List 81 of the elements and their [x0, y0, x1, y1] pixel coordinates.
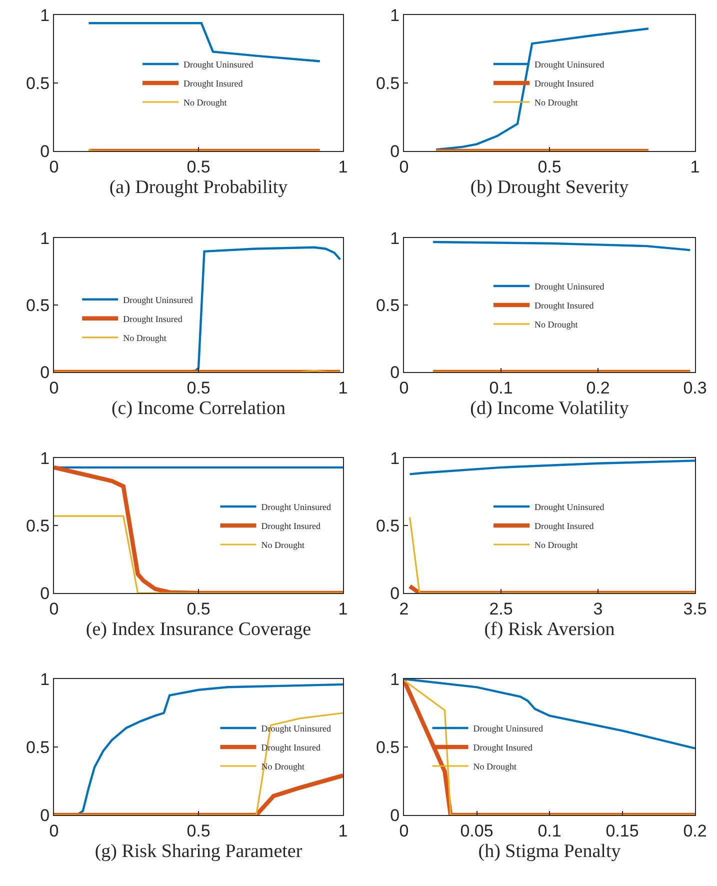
x-tick-label: 1 — [338, 157, 348, 176]
legend-label: Drought Insured — [184, 78, 244, 89]
legend-label: No Drought — [534, 98, 578, 108]
y-tick-label: 1 — [40, 448, 50, 468]
y-tick-label: 0 — [40, 142, 50, 161]
legend-label: Drought Uninsured — [261, 502, 332, 512]
y-tick-label: 0 — [390, 362, 400, 382]
y-tick-label: 0 — [40, 584, 50, 603]
x-axis-title: (g) Risk Sharing Parameter — [94, 841, 303, 862]
y-tick-label: 1 — [390, 228, 400, 248]
legend-label: Drought Insured — [534, 78, 594, 89]
x-tick-label: 1 — [338, 378, 348, 398]
y-tick-label: 0 — [40, 806, 50, 825]
x-tick-label: 0.3 — [683, 378, 707, 398]
x-tick-label: 1 — [338, 821, 348, 840]
line-series — [88, 22, 321, 62]
legend-label: Drought Uninsured — [473, 724, 544, 734]
line-series — [432, 240, 692, 252]
legend-label: No Drought — [473, 762, 518, 772]
y-tick-label: 0.5 — [26, 296, 50, 315]
x-tick-label: 2.5 — [489, 599, 513, 618]
legend-label: Drought Uninsured — [534, 502, 605, 512]
y-tick-label: 1 — [390, 670, 400, 689]
legend-label: Drought Insured — [534, 521, 594, 532]
x-axis-title: (c) Income Correlation — [111, 398, 286, 420]
y-tick-label: 0.5 — [376, 74, 400, 93]
y-tick-label: 1 — [40, 670, 50, 689]
x-tick-label: 0.1 — [489, 378, 513, 398]
x-tick-label: 2 — [399, 599, 409, 618]
x-tick-label: 1 — [338, 599, 348, 618]
x-axis-title: (e) Index Insurance Coverage — [86, 619, 312, 640]
legend-label: No Drought — [534, 320, 578, 330]
legend-label: Drought Uninsured — [534, 282, 605, 292]
y-tick-label: 0.5 — [376, 516, 400, 536]
legend-label: No Drought — [534, 540, 578, 550]
x-tick-label: 0.15 — [606, 821, 639, 840]
x-tick-label: 0.1 — [538, 821, 562, 840]
x-tick-label: 1 — [690, 157, 700, 176]
y-tick-label: 1 — [390, 448, 400, 468]
y-tick-label: 0.5 — [26, 516, 50, 536]
y-tick-label: 1 — [40, 6, 50, 25]
legend-label: No Drought — [184, 98, 228, 108]
y-tick-label: 1 — [40, 228, 50, 248]
x-tick-label: 3 — [593, 599, 603, 618]
legend-label: Drought Insured — [473, 742, 534, 753]
y-tick-label: 1 — [390, 6, 400, 25]
x-tick-label: 0.5 — [186, 157, 210, 176]
legend-label: No Drought — [123, 332, 167, 343]
y-tick-label: 0 — [390, 142, 400, 161]
line-series — [54, 465, 343, 593]
x-tick-label: 0.5 — [186, 821, 210, 840]
x-axis-title: (d) Income Volatility — [470, 398, 630, 420]
y-tick-label: 0 — [390, 584, 400, 603]
x-tick-label: 0.5 — [186, 378, 210, 398]
legend-label: No Drought — [261, 540, 305, 550]
legend-label: Drought Uninsured — [534, 60, 605, 70]
x-tick-label: 0.5 — [538, 157, 562, 176]
x-tick-label: 0.2 — [586, 378, 610, 398]
legend-label: Drought Uninsured — [123, 294, 194, 305]
x-tick-label: 0.05 — [460, 821, 494, 840]
line-series — [408, 460, 695, 476]
y-tick-label: 0 — [40, 362, 50, 382]
y-tick-label: 0 — [390, 806, 400, 825]
x-axis-title: (h) Stigma Penalty — [478, 841, 622, 862]
line-series — [54, 773, 343, 815]
legend-label: Drought Insured — [123, 314, 183, 324]
line-series — [54, 712, 343, 815]
y-tick-label: 0.5 — [376, 738, 400, 757]
line-series — [434, 28, 650, 151]
x-tick-label: 0.2 — [683, 821, 707, 840]
legend-label: Drought Insured — [534, 300, 594, 311]
y-tick-label: 0.5 — [26, 74, 50, 93]
x-tick-label: 3.5 — [683, 599, 707, 618]
legend-label: Drought Uninsured — [184, 60, 254, 70]
x-axis-title: (b) Drought Severity — [470, 177, 630, 198]
y-tick-label: 0.5 — [376, 296, 400, 315]
x-tick-label: 0.5 — [186, 599, 210, 618]
legend-label: Drought Insured — [261, 521, 321, 532]
x-axis-title: (a) Drought Probability — [109, 177, 288, 198]
y-tick-label: 0.5 — [26, 738, 50, 757]
x-axis-title: (f) Risk Aversion — [484, 619, 616, 640]
